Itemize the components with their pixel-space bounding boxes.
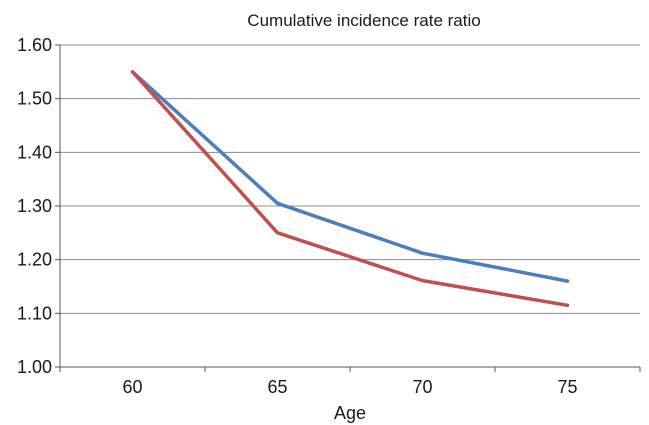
y-tick-label: 1.50 [17, 89, 52, 109]
x-tick-label: 75 [557, 377, 577, 397]
y-tick-label: 1.30 [17, 196, 52, 216]
y-tick-label: 1.40 [17, 142, 52, 162]
y-tick-label: 1.60 [17, 35, 52, 55]
x-tick-label: 70 [412, 377, 432, 397]
series-line-1 [130, 70, 570, 283]
x-axis-ticks: 60 65 70 75 [59, 367, 641, 397]
x-tick-label: 60 [122, 377, 142, 397]
chart-title: Cumulative incidence rate ratio [247, 11, 480, 30]
y-tick-label: 1.00 [17, 357, 52, 377]
y-tick-label: 1.20 [17, 250, 52, 270]
y-tick-label: 1.10 [17, 303, 52, 323]
x-tick-label: 65 [267, 377, 287, 397]
y-axis-ticks: 1.00 1.10 1.20 1.30 1.40 1.50 1.60 [17, 35, 60, 377]
series-line-2 [130, 70, 570, 308]
series-group [130, 70, 570, 308]
x-axis-title: Age [334, 403, 366, 423]
